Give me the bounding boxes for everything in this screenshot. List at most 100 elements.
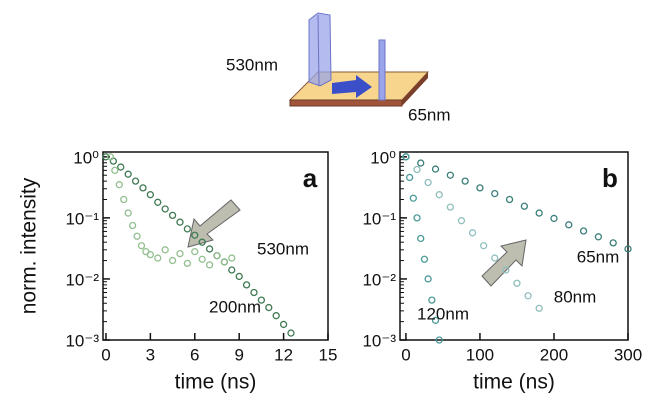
data-point (138, 243, 144, 249)
data-point (118, 164, 124, 170)
data-point (418, 235, 424, 241)
data-point (229, 255, 235, 261)
x-tick-label: 6 (190, 345, 199, 364)
schematic-label: 530nm (226, 55, 278, 74)
data-point (155, 255, 161, 261)
data-point (207, 262, 213, 268)
y-tick-label: 10⁰ (370, 148, 396, 167)
data-point (281, 321, 287, 327)
data-point (170, 212, 176, 218)
data-point (214, 253, 220, 259)
x-tick-label: 12 (274, 345, 293, 364)
data-point (199, 256, 205, 262)
data-point (536, 305, 542, 311)
data-point (425, 276, 431, 282)
x-axis-title: time (ns) (175, 371, 257, 394)
data-point (229, 267, 235, 273)
x-tick-label: 9 (234, 345, 243, 364)
data-point (192, 249, 198, 255)
y-tick-label: 10⁻¹ (362, 209, 396, 228)
panel-label: b (602, 163, 618, 193)
data-point (236, 273, 242, 279)
y-tick-label: 10⁰ (73, 148, 99, 167)
data-point (251, 289, 257, 295)
data-point (121, 197, 127, 203)
data-point (425, 179, 431, 185)
data-point (418, 160, 424, 166)
data-point (116, 182, 122, 188)
data-point (492, 255, 498, 261)
data-point (414, 167, 420, 173)
data-point (433, 166, 439, 172)
data-point (162, 247, 168, 253)
data-point (521, 203, 527, 209)
trend-arrow (482, 240, 526, 286)
x-tick-label: 0 (401, 345, 410, 364)
data-point (134, 233, 140, 239)
data-point (470, 230, 476, 236)
x-tick-label: 200 (540, 345, 568, 364)
x-tick-label: 100 (466, 345, 494, 364)
series-label: 200nm (209, 297, 261, 316)
x-tick-label: 3 (146, 345, 155, 364)
data-point (462, 178, 468, 184)
data-point (184, 226, 190, 232)
data-point (414, 215, 420, 221)
schematic-label: 65nm (408, 105, 451, 124)
y-tick-label: 10⁻³ (65, 331, 99, 350)
data-point (447, 204, 453, 210)
data-point (492, 191, 498, 197)
data-point (610, 240, 616, 246)
data-point (429, 297, 435, 303)
y-tick-label: 10⁻² (362, 270, 396, 289)
data-point (536, 210, 542, 216)
data-point (221, 259, 227, 265)
data-point (566, 222, 572, 228)
data-point (170, 258, 176, 264)
data-point (481, 243, 487, 249)
y-tick-label: 10⁻³ (362, 331, 396, 350)
x-tick-label: 0 (101, 345, 110, 364)
substrate-edge (290, 100, 402, 106)
figure: 530nm 65nm 10⁰10⁻¹10⁻²10⁻³03691215atime … (0, 0, 653, 409)
data-point (266, 305, 272, 311)
data-point (595, 234, 601, 240)
data-point (207, 246, 213, 252)
data-point (112, 167, 118, 173)
tall-wire (309, 13, 331, 86)
series-label: 120nm (417, 304, 469, 323)
data-point (477, 185, 483, 191)
thin-wire (379, 40, 385, 100)
data-point (581, 228, 587, 234)
schematic: 530nm 65nm (226, 13, 451, 124)
data-point (421, 256, 427, 262)
panel-label: a (303, 163, 318, 193)
data-point (162, 206, 168, 212)
data-point (288, 330, 294, 336)
data-point (147, 192, 153, 198)
data-point (155, 199, 161, 205)
data-point (514, 280, 520, 286)
data-point (410, 195, 416, 201)
data-point (177, 219, 183, 225)
y-tick-label: 10⁻¹ (65, 209, 99, 228)
data-point (507, 197, 513, 203)
data-point (133, 178, 139, 184)
y-axis-title: norm. intensity (18, 177, 41, 314)
series-label: 530nm (257, 239, 309, 258)
data-point (458, 218, 464, 224)
data-point (125, 210, 131, 216)
data-point (436, 192, 442, 198)
data-point (177, 251, 183, 257)
data-point (551, 215, 557, 221)
x-axis-title: time (ns) (473, 371, 555, 394)
data-point (525, 293, 531, 299)
data-point (244, 282, 250, 288)
data-point (125, 171, 131, 177)
data-point (147, 252, 153, 258)
trend-arrow (188, 200, 240, 247)
series-label: 65nm (577, 247, 620, 266)
data-point (447, 172, 453, 178)
x-tick-label: 300 (614, 345, 642, 364)
y-tick-label: 10⁻² (65, 270, 99, 289)
